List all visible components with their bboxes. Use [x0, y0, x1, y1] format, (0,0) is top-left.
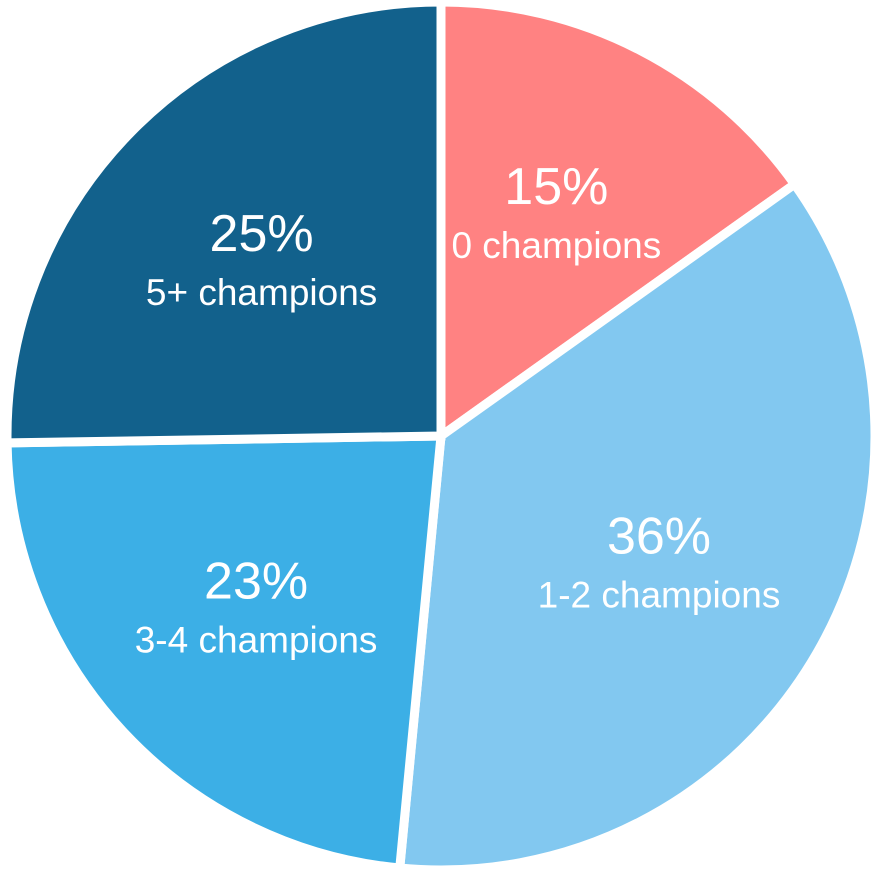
category-label: 0 champions	[451, 225, 661, 266]
pie-slice	[394, 177, 880, 873]
value-label: 23%	[204, 553, 308, 611]
category-label: 1-2 champions	[538, 575, 781, 616]
value-label: 25%	[210, 205, 314, 263]
pie-slice	[2, 0, 446, 448]
value-label: 36%	[607, 508, 711, 566]
pie-slice	[2, 431, 446, 873]
category-label: 3-4 champions	[135, 620, 378, 661]
pie-slice	[436, 0, 801, 445]
category-label: 5+ champions	[146, 272, 377, 313]
value-label: 15%	[504, 158, 608, 216]
